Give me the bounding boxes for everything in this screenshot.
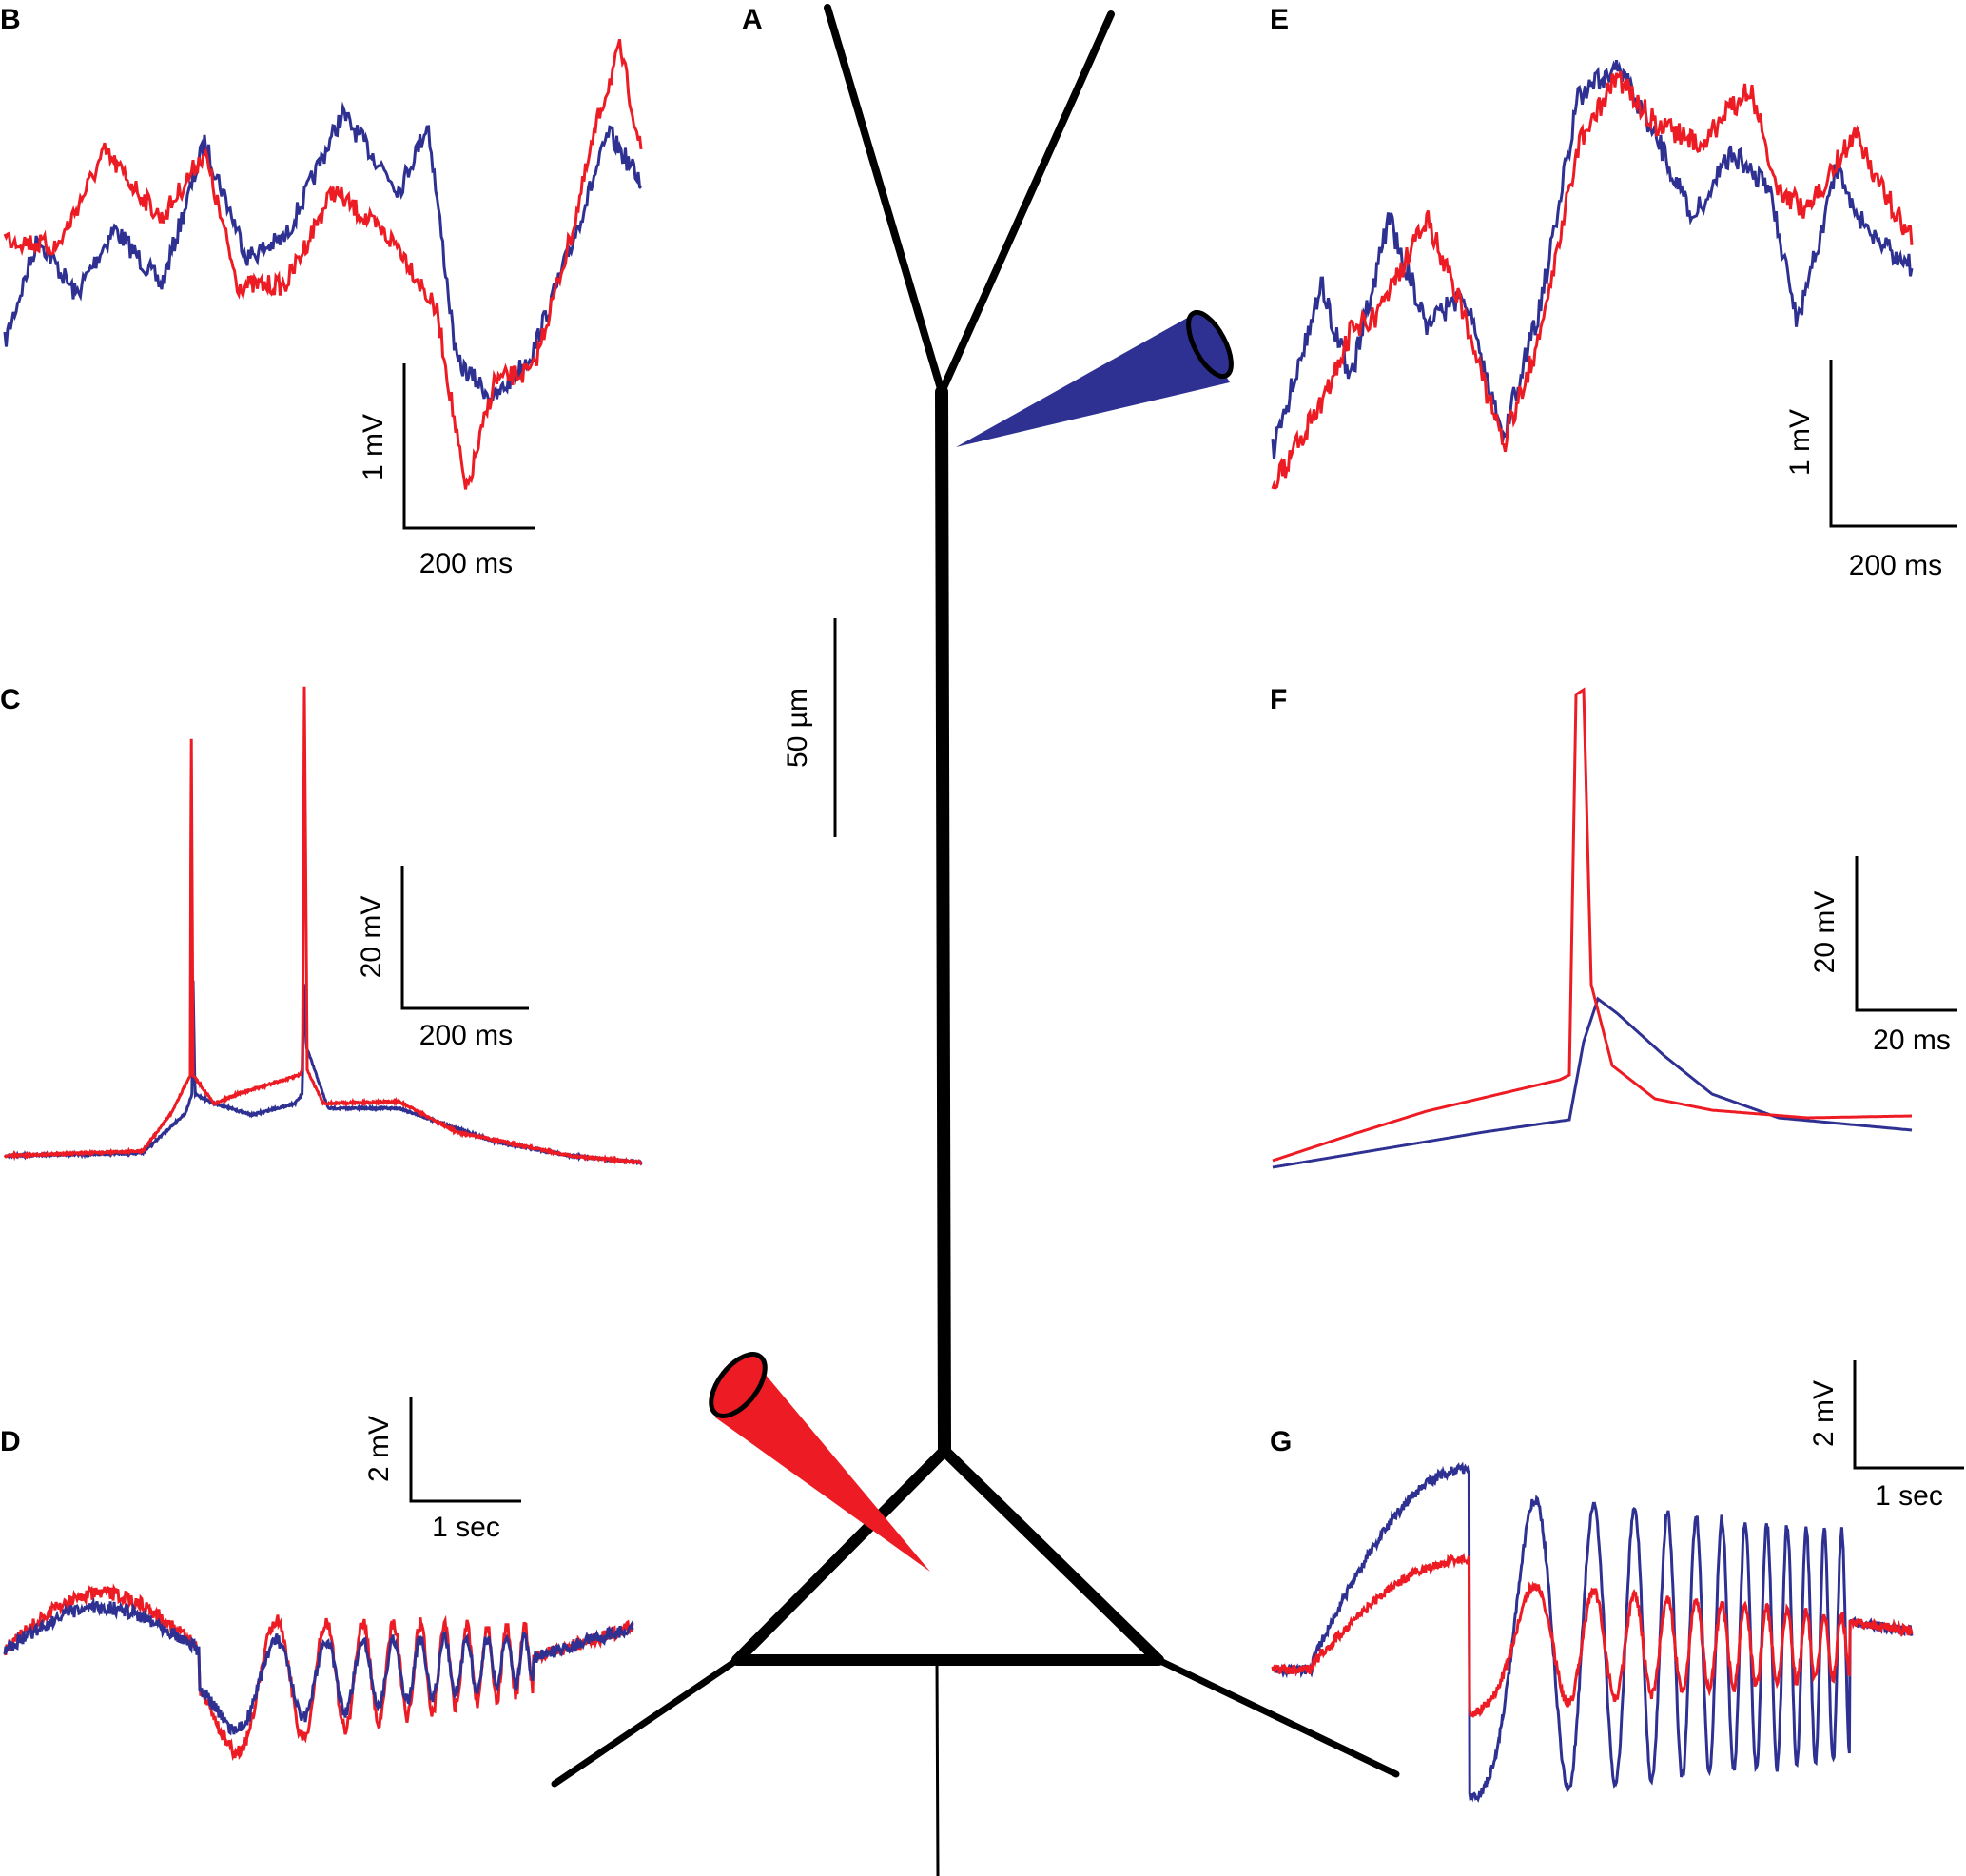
scalebar-b xyxy=(402,363,535,530)
trace-f-dendrite xyxy=(1272,996,1913,1169)
panel-e: E 1 mV 200 ms xyxy=(1270,4,1957,581)
trace-d-dendrite xyxy=(3,1596,634,1736)
trace-e-soma xyxy=(1271,70,1914,491)
scalebar-d-time: 1 sec xyxy=(432,1512,500,1543)
axon xyxy=(935,1658,940,1876)
scalebar-b-voltage: 1 mV xyxy=(358,414,389,480)
scalebar-c-voltage: 20 mV xyxy=(356,896,387,979)
scalebar-50um-label: 50 µm xyxy=(782,688,813,768)
panel-c: C 20 mV 200 ms xyxy=(0,684,643,1166)
scalebar-g xyxy=(1853,1360,1964,1470)
dendritic-electrode xyxy=(956,309,1234,447)
basal-dendrite-left xyxy=(551,1656,741,1788)
scalebar-g-voltage: 2 mV xyxy=(1808,1380,1839,1447)
basal-dendrite-right xyxy=(1155,1656,1400,1778)
panel-f: F 20 mV 20 ms xyxy=(1270,684,1957,1169)
panel-g: G 2 mV 1 sec xyxy=(1270,1360,1964,1804)
trace-e-dendrite xyxy=(1271,59,1914,459)
apical-trunk xyxy=(935,385,951,1457)
scalebar-f-time: 20 ms xyxy=(1873,1025,1951,1056)
trace-b-soma xyxy=(3,38,643,490)
panel-b-label: B xyxy=(0,4,21,35)
scalebar-c-time: 200 ms xyxy=(419,1020,513,1051)
panel-f-label: F xyxy=(1270,684,1287,715)
dendritic-electrode-opening xyxy=(1186,309,1234,380)
scalebar-g-time: 1 sec xyxy=(1875,1480,1943,1512)
somatic-electrode-shank xyxy=(715,1362,930,1572)
pyramidal-neuron xyxy=(551,4,1400,1876)
panel-b: B 1 mV 200 ms xyxy=(0,4,643,579)
apical-tuft-left-branch xyxy=(824,4,945,396)
scalebar-e-time: 200 ms xyxy=(1849,550,1942,581)
soma xyxy=(731,1445,1164,1666)
somatic-electrode-opening xyxy=(709,1352,768,1418)
trace-b-dendrite xyxy=(3,101,642,403)
scalebar-d xyxy=(409,1397,521,1503)
trace-c-dendrite xyxy=(4,980,643,1166)
trace-f-soma xyxy=(1272,687,1912,1163)
scalebar-e-voltage: 1 mV xyxy=(1784,409,1816,476)
scalebar-e xyxy=(1829,360,1957,528)
scalebar-f-voltage: 20 mV xyxy=(1809,891,1840,974)
apical-tuft-right-branch xyxy=(938,10,1115,396)
panel-d: D 2 mV 1 sec xyxy=(0,1397,634,1762)
panel-c-label: C xyxy=(0,684,21,715)
panel-a: A 50 µm xyxy=(551,4,1400,1876)
trace-g-soma xyxy=(1271,1552,1914,1718)
panel-e-label: E xyxy=(1270,4,1289,35)
scalebar-c xyxy=(400,866,529,1010)
trace-c-soma xyxy=(3,686,643,1166)
scalebar-b-time: 200 ms xyxy=(419,548,513,579)
panel-d-label: D xyxy=(0,1426,21,1457)
panel-a-label: A xyxy=(742,4,763,35)
scalebar-f xyxy=(1855,856,1957,1012)
panel-g-label: G xyxy=(1270,1426,1292,1457)
scalebar-d-voltage: 2 mV xyxy=(363,1416,395,1482)
trace-g-dendrite xyxy=(1272,1461,1914,1804)
somatic-electrode xyxy=(709,1352,930,1572)
dendritic-electrode-shank xyxy=(956,316,1230,447)
